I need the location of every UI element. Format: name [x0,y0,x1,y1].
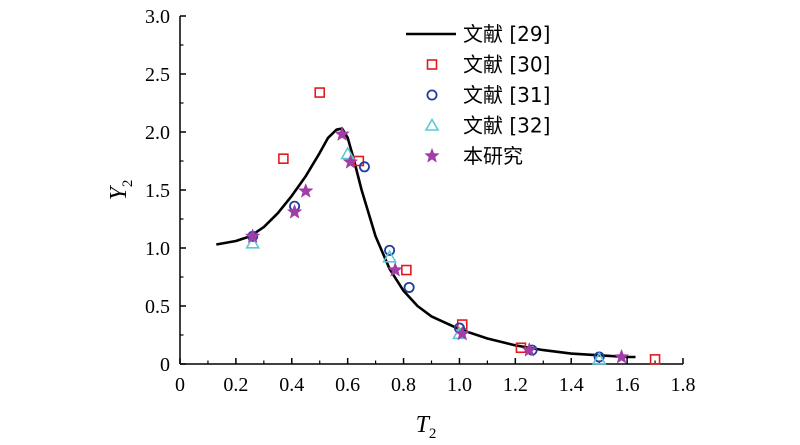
star-marker [297,182,314,198]
star-marker [454,325,471,341]
x-tick-label: 1.6 [615,374,640,396]
legend-circle-marker [426,89,438,101]
axes: 0 0.2 0.4 0.6 0.8 1.0 1.2 1.4 1.6 1.8 0 0.5 1.0 1.5 2.… [145,6,696,396]
circle-marker [358,161,370,173]
legend: 文献 [29] 文献 [30] 文献 [31] 文献 [32] 本研究 [406,22,550,168]
square-marker [278,153,289,164]
star-marker [244,228,261,244]
legend-label: 文献 [32] [463,114,550,138]
square-marker [401,264,412,276]
x-tick-label: 0.2 [223,374,248,396]
x-tick-label: 0.6 [335,374,360,396]
triangle-marker [340,146,356,160]
star-marker [387,261,403,277]
x-tick-label: 1.0 [447,374,472,396]
circle-marker [403,281,415,293]
plot-area [216,87,661,365]
triangle-marker [245,235,261,249]
y-axis-title: Y2 [106,180,136,201]
y-tick-label: 0 [160,354,170,376]
star-marker [342,153,359,169]
x-tick-label: 1.4 [559,374,584,396]
square-marker [649,354,661,365]
y-tick-label: 1.5 [145,180,170,202]
legend-label: 文献 [29] [463,22,550,46]
legend-label: 本研究 [463,144,523,168]
y-tick-label: 2.0 [145,122,170,144]
star-marker [521,341,538,357]
x-tick-label: 0 [175,374,185,396]
x-tick-label: 0.4 [279,374,304,396]
legend-star-marker [424,147,440,163]
legend-triangle-marker [424,117,440,131]
star-marker [613,348,630,364]
x-axis-title: T2 [416,412,437,442]
y-tick-label: 2.5 [145,64,170,86]
star-marker [286,203,303,219]
y-tick-label: 1.0 [145,238,170,260]
x-tick-label: 1.2 [503,374,528,396]
triangle-marker [382,249,397,263]
square-marker [314,87,326,98]
star-marker [334,126,350,141]
y-tick-label: 3.0 [145,6,170,28]
x-tick-label: 0.8 [391,374,416,396]
legend-label: 文献 [30] [463,53,550,77]
legend-label: 文献 [31] [463,83,550,107]
triangle-marker [591,351,607,365]
legend-square-marker [426,59,438,70]
y-tick-label: 0.5 [145,296,170,318]
circle-marker [384,244,396,256]
x-tick-label: 1.8 [671,374,696,396]
